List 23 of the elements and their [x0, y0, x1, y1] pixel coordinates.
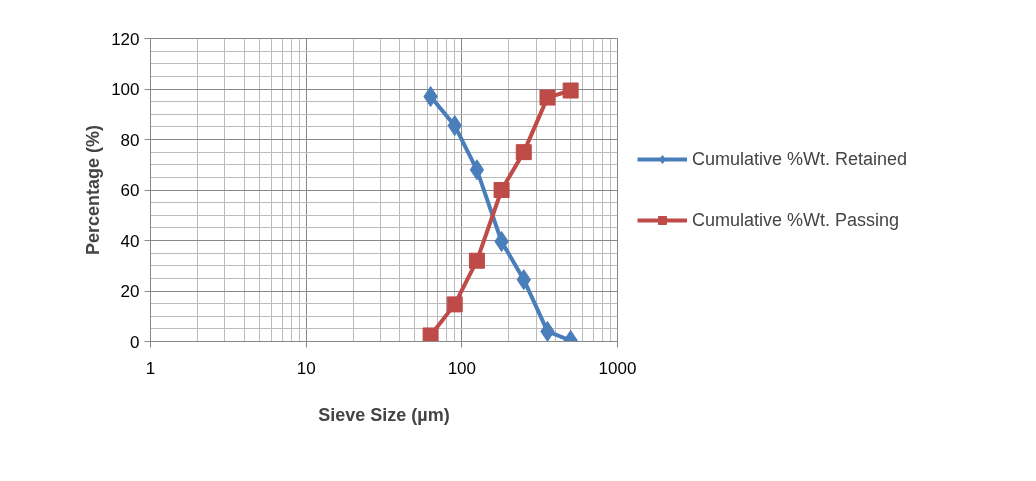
y-tick-label: 100 [111, 80, 140, 99]
point [493, 182, 510, 198]
legend-label: Cumulative %Wt. Passing [692, 209, 900, 231]
y-axis-title: Percentage (%) [83, 124, 104, 256]
x-tick-label: 100 [447, 358, 477, 378]
y-tick-label: 40 [120, 231, 140, 251]
x-tick-label: 1 [145, 358, 156, 378]
y-tick-label: 120 [111, 29, 140, 49]
point [539, 89, 556, 106]
point [515, 144, 532, 161]
x-tick-label: 10 [296, 358, 316, 378]
point [446, 296, 463, 313]
y-tick-label: 80 [120, 130, 140, 150]
y-tick-label: 60 [120, 181, 140, 200]
x-axis-title: Sieve Size (µm) [318, 404, 450, 425]
point [422, 327, 439, 342]
point [468, 252, 485, 269]
legend-label: Cumulative %Wt. Retained [692, 148, 908, 170]
point [562, 82, 579, 99]
point [469, 159, 485, 181]
x-tick-label: 1000 [598, 358, 637, 378]
y-tick-label: 20 [120, 282, 140, 301]
y-tick-label: 0 [130, 332, 140, 352]
